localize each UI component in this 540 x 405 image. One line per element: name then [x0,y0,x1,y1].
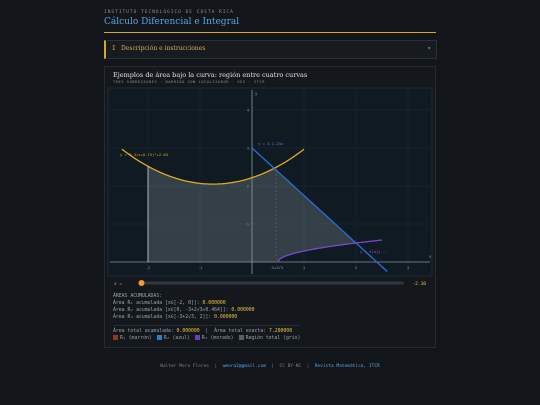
footer-item[interactable]: wmora2@gmail.com [222,364,266,369]
totals: Área total acumulada: 0.000000 | Área to… [113,325,301,335]
x-tick-label: -3+2√3 [269,265,283,270]
legend-item: R₁ (marrón) [120,336,152,341]
exact-value: 7.200000 [268,329,293,334]
result-value: 0.000000 [214,315,238,320]
root-curve [277,239,383,263]
results: ÁREAS ACUMULADAS: Área R₁ acumulada [x∈[… [113,293,301,342]
y-tick-label: 4 [247,108,250,113]
graph-area [107,87,433,277]
card-title: Ejemplos de área bajo la curva: región e… [113,71,308,79]
result-label: Área R₃ acumulada [x∈[-3+2√3, 2]]: [113,315,212,320]
axis-label: y [255,91,258,96]
accordion-number: I [112,45,116,52]
x-tick-label: -1 [198,265,203,270]
legend-swatch [156,335,162,340]
slider-thumb[interactable] [138,280,145,286]
legend-item: R₂ (azul) [163,336,190,341]
legend-item: Región total (gris) [245,336,301,341]
curve-label: y = √(x)/... [360,249,387,254]
title: Cálculo Diferencial e Integral [104,17,240,27]
accordion[interactable]: I Descripción e instrucciones ▾ [104,40,437,59]
curve-label: y = 3-1.25x [258,141,284,146]
x-tick-label: 3 [407,265,409,270]
footer-item: Walter Mora Flores [160,364,210,369]
result-value: 0.000000 [202,301,226,306]
slider-label: x = [114,282,122,287]
y-tick-label: 1 [247,222,250,227]
x-tick-label: -2 [146,265,151,270]
footer: Walter Mora Flores | wmora2@gmail.com | … [160,364,380,369]
result-row: Área R₃ acumulada [x∈[-3+2√3, 2]]: 0.000… [113,314,300,321]
legend: R₁ (marrón) R₂ (azul) R₃ (morado) Región to… [113,335,300,342]
card-subtitle: TRES SUBREGIONES · BARRIDO CON LOCALIZAD… [113,80,265,84]
x-tick-label: 2 [355,265,357,270]
graph-layer: x y -2 -1 -3+2√3 1 2 3 1 2 3 4 y = 0.3(x+0.75)²+2.05… [110,90,432,287]
exact-label: Área total exacta: [214,329,267,334]
results-heading: ÁREAS ACUMULADAS: [113,294,163,299]
y-tick-label: 2 [247,184,249,189]
total-label: Área total acumulada: [113,329,174,334]
result-label: Área R₁ acumulada [x∈[-2, 0]]: [113,301,200,306]
slider-track[interactable] [140,281,404,285]
legend-swatch [194,335,200,340]
legend-swatch [238,335,244,340]
accordion-icon[interactable]: ▾ [427,45,431,52]
result-row: Área R₁ acumulada [x∈[-2, 0]]: 0.000000 [113,300,300,307]
line-curve [251,147,388,272]
axis-label: x [429,254,432,259]
y-tick-label: 3 [247,146,249,151]
footer-item[interactable]: Revista Matemática, ITCR [314,364,380,369]
result-value: 0.000000 [231,308,255,313]
curve-label: y = 0.3(x+0.75)²+2.05 [120,152,168,157]
result-row: Área R₂ acumulada [x∈[0, -3+2√3≈0.464]]:… [113,307,300,314]
slider-value: -2.10 [412,281,426,287]
legend-item: R₃ (morado) [201,336,234,341]
x-tick-label: 1 [303,265,306,270]
divider [104,32,436,33]
legend-swatch [113,335,118,340]
institution: INSTITUTO TECNOLÓGICO DE COSTA RICA [104,10,234,15]
result-label: Área R₂ acumulada [x∈[0, -3+2√3≈0.464]]: [113,308,229,313]
accordion-label: Descripción e instrucciones [121,45,206,52]
footer-item: CC BY-NC [279,364,302,369]
total-value: 0.000000 [176,329,200,334]
